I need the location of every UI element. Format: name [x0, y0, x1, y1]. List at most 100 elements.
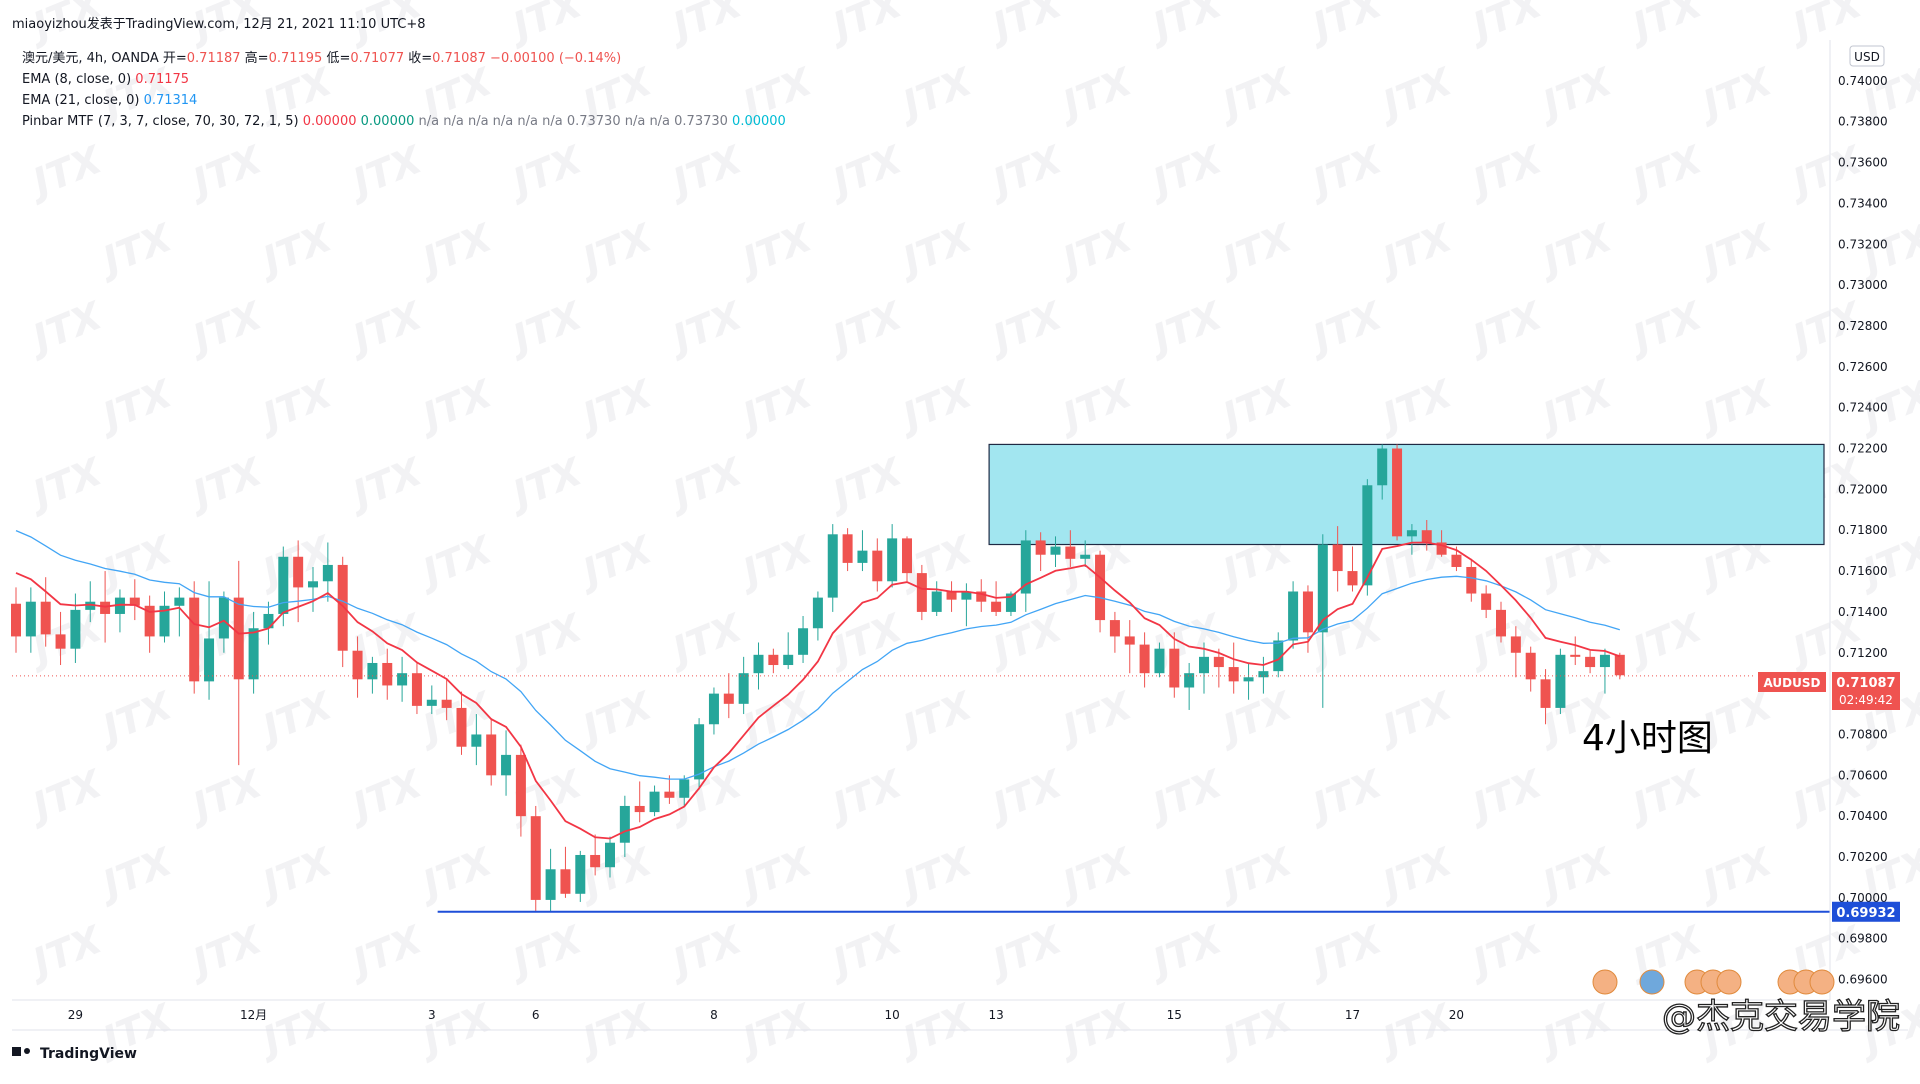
candle[interactable]: [248, 611, 259, 694]
time-axis[interactable]: 29 12月 3 6 8 10 13 15 17 20: [68, 1008, 1464, 1022]
candle[interactable]: [1496, 601, 1506, 643]
candle[interactable]: [144, 595, 155, 653]
candle[interactable]: [1139, 632, 1150, 688]
legend[interactable]: 澳元/美元, 4h, OANDA 开=0.71187 高=0.71195 低=0…: [22, 50, 786, 129]
candle[interactable]: [218, 591, 229, 653]
candle[interactable]: [679, 775, 690, 806]
candle[interactable]: [1258, 656, 1269, 694]
candle[interactable]: [1243, 662, 1254, 700]
candle[interactable]: [515, 744, 526, 837]
candle[interactable]: [129, 579, 140, 621]
ema-21-line[interactable]: [15, 530, 1620, 780]
candle[interactable]: [1347, 546, 1358, 592]
candle[interactable]: [189, 581, 200, 694]
candle[interactable]: [1199, 642, 1209, 694]
candle[interactable]: [857, 530, 868, 572]
candle[interactable]: [1510, 626, 1521, 678]
candle[interactable]: [322, 542, 333, 602]
candle[interactable]: [1555, 648, 1566, 715]
candle[interactable]: [1035, 532, 1046, 572]
candle[interactable]: [1109, 611, 1120, 653]
candle[interactable]: [114, 589, 125, 633]
candle[interactable]: [887, 524, 898, 588]
candle[interactable]: [1540, 669, 1551, 725]
candle[interactable]: [1273, 632, 1284, 678]
candle[interactable]: [1585, 650, 1596, 674]
candle[interactable]: [55, 611, 66, 666]
candle[interactable]: [768, 648, 779, 674]
candle[interactable]: [976, 579, 987, 612]
candle[interactable]: [1169, 632, 1180, 698]
candle[interactable]: [1436, 530, 1447, 557]
candle[interactable]: [723, 673, 734, 719]
candle[interactable]: [1466, 558, 1477, 602]
candle[interactable]: [382, 648, 393, 700]
candle[interactable]: [649, 785, 660, 817]
tradingview-logo[interactable]: TradingView: [12, 1046, 137, 1062]
us-flag-icon[interactable]: [1809, 969, 1835, 995]
candle[interactable]: [530, 805, 541, 913]
candle[interactable]: [545, 848, 556, 913]
ema-8-line[interactable]: [15, 541, 1621, 840]
candle[interactable]: [441, 679, 452, 721]
candle[interactable]: [872, 538, 883, 592]
candle[interactable]: [1599, 648, 1610, 694]
legend-row-indicator[interactable]: EMA (8, close, 0) 0.71175: [22, 72, 189, 87]
candle[interactable]: [411, 662, 422, 715]
candle[interactable]: [946, 581, 957, 612]
candle[interactable]: [1020, 530, 1031, 612]
currency-badge[interactable]: [1849, 45, 1885, 67]
candle[interactable]: [812, 591, 823, 641]
candle[interactable]: [1377, 444, 1388, 500]
candle[interactable]: [1080, 540, 1091, 567]
candle[interactable]: [560, 846, 571, 898]
candle[interactable]: [1570, 636, 1581, 666]
candle[interactable]: [1421, 520, 1432, 551]
us-flag-icon[interactable]: [1592, 969, 1618, 995]
candle[interactable]: [486, 718, 497, 786]
candle[interactable]: [25, 587, 36, 653]
candle[interactable]: [1406, 524, 1417, 555]
candle[interactable]: [337, 556, 348, 668]
candle[interactable]: [11, 587, 21, 653]
candle[interactable]: [1065, 530, 1076, 567]
candle[interactable]: [85, 581, 96, 623]
candle[interactable]: [961, 583, 972, 627]
candle[interactable]: [931, 581, 942, 616]
candle[interactable]: [902, 536, 912, 582]
candle[interactable]: [174, 587, 185, 637]
candle[interactable]: [159, 591, 170, 643]
candle[interactable]: [1288, 581, 1299, 649]
candle[interactable]: [1184, 662, 1195, 710]
candle[interactable]: [1095, 550, 1106, 633]
legend-row-indicator[interactable]: EMA (21, close, 0) 0.71314: [22, 93, 197, 108]
candle[interactable]: [619, 795, 630, 858]
candle[interactable]: [1392, 444, 1403, 541]
candle[interactable]: [738, 656, 749, 715]
candle[interactable]: [634, 781, 645, 823]
candle[interactable]: [1614, 652, 1625, 680]
candle[interactable]: [1525, 646, 1536, 692]
resistance-zone[interactable]: [988, 443, 1825, 546]
candle[interactable]: [263, 601, 274, 645]
candle[interactable]: [753, 642, 764, 690]
candle[interactable]: [1050, 536, 1061, 567]
legend-row-indicator[interactable]: Pinbar MTF (7, 3, 7, close, 70, 30, 72, …: [22, 114, 786, 129]
candle[interactable]: [397, 656, 408, 702]
candle[interactable]: [916, 564, 927, 621]
candle[interactable]: [1154, 642, 1165, 678]
candle[interactable]: [798, 616, 809, 663]
candle[interactable]: [293, 540, 304, 623]
candle[interactable]: [40, 577, 51, 647]
candle[interactable]: [605, 836, 615, 878]
candle[interactable]: [1332, 526, 1343, 592]
legend-row-price[interactable]: 澳元/美元, 4h, OANDA 开=0.71187 高=0.71195 低=0…: [22, 50, 621, 66]
price-axis[interactable]: 0.74000 0.73800 0.73600 0.73400 0.73200 0.730…: [1838, 74, 1888, 987]
candle[interactable]: [590, 834, 601, 876]
candles-layer[interactable]: [11, 444, 1625, 913]
candle[interactable]: [1124, 620, 1135, 674]
candle[interactable]: [233, 560, 244, 766]
candle[interactable]: [308, 566, 318, 612]
candle[interactable]: [575, 850, 586, 902]
